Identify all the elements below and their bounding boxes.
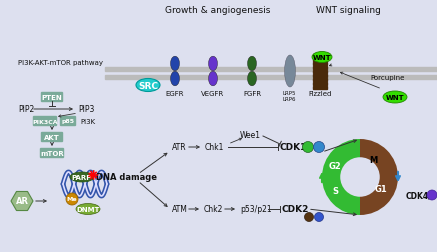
Bar: [313, 70, 327, 73]
Text: M: M: [369, 156, 378, 165]
Circle shape: [427, 190, 437, 200]
FancyBboxPatch shape: [33, 116, 57, 127]
Text: PIK3CA: PIK3CA: [32, 119, 58, 124]
Text: DNA damage: DNA damage: [96, 173, 156, 182]
Text: EGFR: EGFR: [166, 91, 184, 97]
Circle shape: [340, 158, 380, 197]
Bar: [313, 74, 327, 77]
Wedge shape: [360, 139, 398, 215]
Circle shape: [66, 193, 78, 205]
Text: FGFR: FGFR: [243, 91, 261, 97]
Text: PIP3: PIP3: [78, 105, 94, 114]
Text: ATM: ATM: [172, 205, 188, 214]
Text: SRC: SRC: [138, 81, 158, 90]
Text: AKT: AKT: [44, 135, 60, 140]
Circle shape: [305, 213, 313, 222]
Text: WNT: WNT: [313, 55, 331, 61]
Text: mTOR: mTOR: [40, 150, 64, 156]
Text: ATR: ATR: [172, 143, 187, 152]
Text: CDK4/6: CDK4/6: [406, 191, 437, 200]
Bar: [313, 86, 327, 89]
Text: p85: p85: [62, 119, 75, 124]
Ellipse shape: [136, 79, 160, 92]
Bar: [313, 66, 327, 69]
Ellipse shape: [76, 204, 100, 215]
FancyBboxPatch shape: [41, 132, 63, 143]
Text: G1: G1: [375, 184, 387, 193]
Ellipse shape: [70, 172, 94, 182]
Text: DNMT: DNMT: [76, 206, 100, 212]
FancyBboxPatch shape: [41, 92, 63, 103]
Text: Me: Me: [67, 197, 77, 202]
Text: PARP: PARP: [72, 174, 92, 180]
Ellipse shape: [312, 52, 332, 63]
Text: PIP2: PIP2: [18, 105, 34, 114]
Circle shape: [302, 142, 313, 153]
Bar: [105, 76, 437, 80]
Text: Fizzled: Fizzled: [309, 91, 332, 97]
Bar: [313, 82, 327, 85]
Ellipse shape: [170, 57, 180, 71]
Wedge shape: [322, 139, 360, 215]
Bar: [313, 58, 327, 61]
Text: WNT: WNT: [386, 94, 404, 101]
Text: S: S: [332, 186, 338, 195]
Ellipse shape: [383, 92, 407, 104]
Text: PI3K-AKT-mTOR pathway: PI3K-AKT-mTOR pathway: [17, 60, 103, 66]
Ellipse shape: [208, 72, 218, 86]
Text: AR: AR: [15, 197, 28, 206]
Text: Porcupine: Porcupine: [370, 75, 404, 81]
Bar: [105, 68, 437, 72]
Text: G2: G2: [329, 162, 342, 170]
Text: WNT signaling: WNT signaling: [316, 6, 381, 15]
Text: CDK1: CDK1: [280, 143, 307, 152]
Text: Growth & angiogenesis: Growth & angiogenesis: [165, 6, 271, 15]
Bar: [313, 54, 327, 57]
Bar: [313, 78, 327, 81]
Ellipse shape: [208, 57, 218, 71]
Text: VEGFR: VEGFR: [201, 91, 225, 97]
Text: Chk2: Chk2: [204, 205, 223, 214]
FancyBboxPatch shape: [40, 148, 64, 159]
Circle shape: [313, 142, 325, 153]
Text: Chk1: Chk1: [205, 143, 224, 152]
Ellipse shape: [247, 57, 257, 71]
Text: PTEN: PTEN: [42, 94, 62, 101]
Text: LRP5
LRP6: LRP5 LRP6: [282, 91, 296, 101]
Text: p53/p21: p53/p21: [240, 205, 272, 214]
Text: Wee1: Wee1: [239, 130, 260, 139]
Ellipse shape: [170, 72, 180, 86]
Ellipse shape: [284, 56, 295, 88]
Text: CDK2: CDK2: [282, 205, 309, 214]
Bar: [313, 62, 327, 65]
Circle shape: [315, 213, 323, 222]
FancyBboxPatch shape: [60, 116, 76, 127]
Ellipse shape: [247, 72, 257, 86]
Text: PI3K: PI3K: [80, 118, 95, 124]
